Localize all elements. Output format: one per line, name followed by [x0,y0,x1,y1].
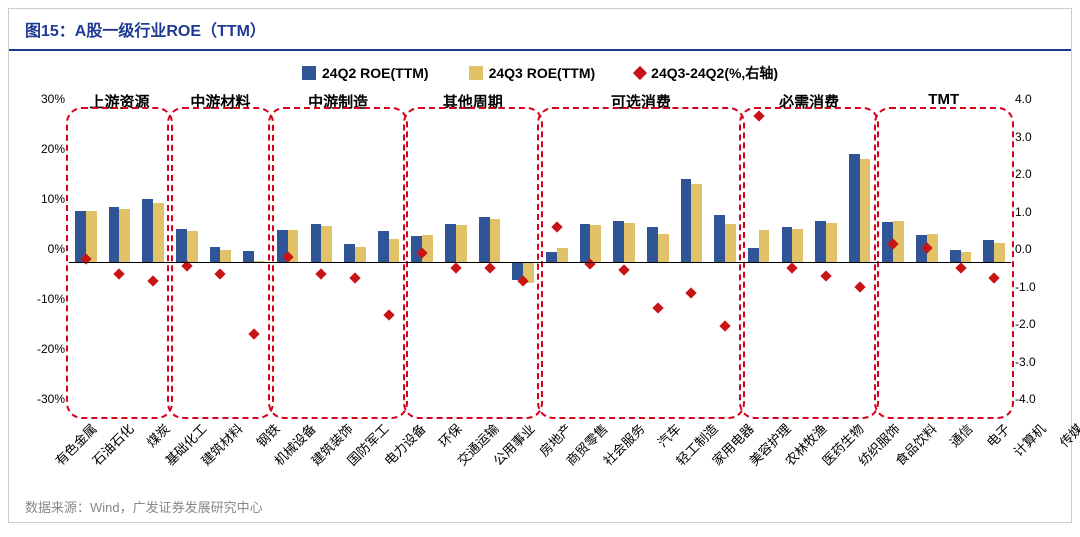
diff-marker [787,262,798,273]
diff-marker [248,328,259,339]
diff-marker [450,262,461,273]
diff-marker [417,247,428,258]
diff-marker [618,264,629,275]
x-axis-zero-line [69,262,1011,264]
diff-marker [989,272,1000,283]
diff-marker [484,262,495,273]
category-label: 传媒 [1054,419,1080,451]
diff-marker [114,268,125,279]
diff-marker [753,111,764,122]
legend-label: 24Q3 ROE(TTM) [489,65,596,81]
plot: -30%-20%-10%0%10%20%30% -4.0-3.0-2.0-1.0… [69,113,1011,413]
category-label: 计算机 [1009,419,1050,460]
chart-frame: 图15：A股一级行业ROE（TTM） 24Q2 ROE(TTM) 24Q3 RO… [8,8,1072,523]
diff-marker [719,321,730,332]
diff-marker [383,309,394,320]
chart-title: 图15：A股一级行业ROE（TTM） [9,9,1071,51]
diff-marker [518,276,529,287]
diff-marker [686,287,697,298]
legend: 24Q2 ROE(TTM) 24Q3 ROE(TTM) 24Q3-24Q2(%,… [29,59,1051,91]
diff-marker [921,242,932,253]
diff-marker [955,262,966,273]
y-axis-left: -30%-20%-10%0%10%20%30% [29,113,69,413]
legend-item-diff: 24Q3-24Q2(%,右轴) [635,63,778,83]
legend-label: 24Q3-24Q2(%,右轴) [651,63,778,83]
diff-marker [215,268,226,279]
legend-item-q3: 24Q3 ROE(TTM) [469,63,596,83]
diff-marker [652,302,663,313]
diff-marker [888,238,899,249]
diff-marker [147,276,158,287]
diff-marker [349,272,360,283]
legend-label: 24Q2 ROE(TTM) [322,65,429,81]
category-label: 通信 [945,419,977,451]
diff-marker [820,270,831,281]
diff-marker [854,281,865,292]
diff-marker [585,259,596,270]
y-axis-right: -4.0-3.0-2.0-1.00.01.02.03.04.0 [1011,113,1051,413]
category-labels: 有色金属石油石化煤炭基础化工建筑材料钢铁机械设备建筑装饰国防军工电力设备环保交通… [69,417,1080,497]
diff-marker [551,221,562,232]
diff-marker [316,268,327,279]
group-label: TMT [876,91,1011,108]
legend-item-q2: 24Q2 ROE(TTM) [302,63,429,83]
chart-plot-area: 24Q2 ROE(TTM) 24Q3 ROE(TTM) 24Q3-24Q2(%,… [9,51,1071,491]
markers-layer [69,113,1011,413]
